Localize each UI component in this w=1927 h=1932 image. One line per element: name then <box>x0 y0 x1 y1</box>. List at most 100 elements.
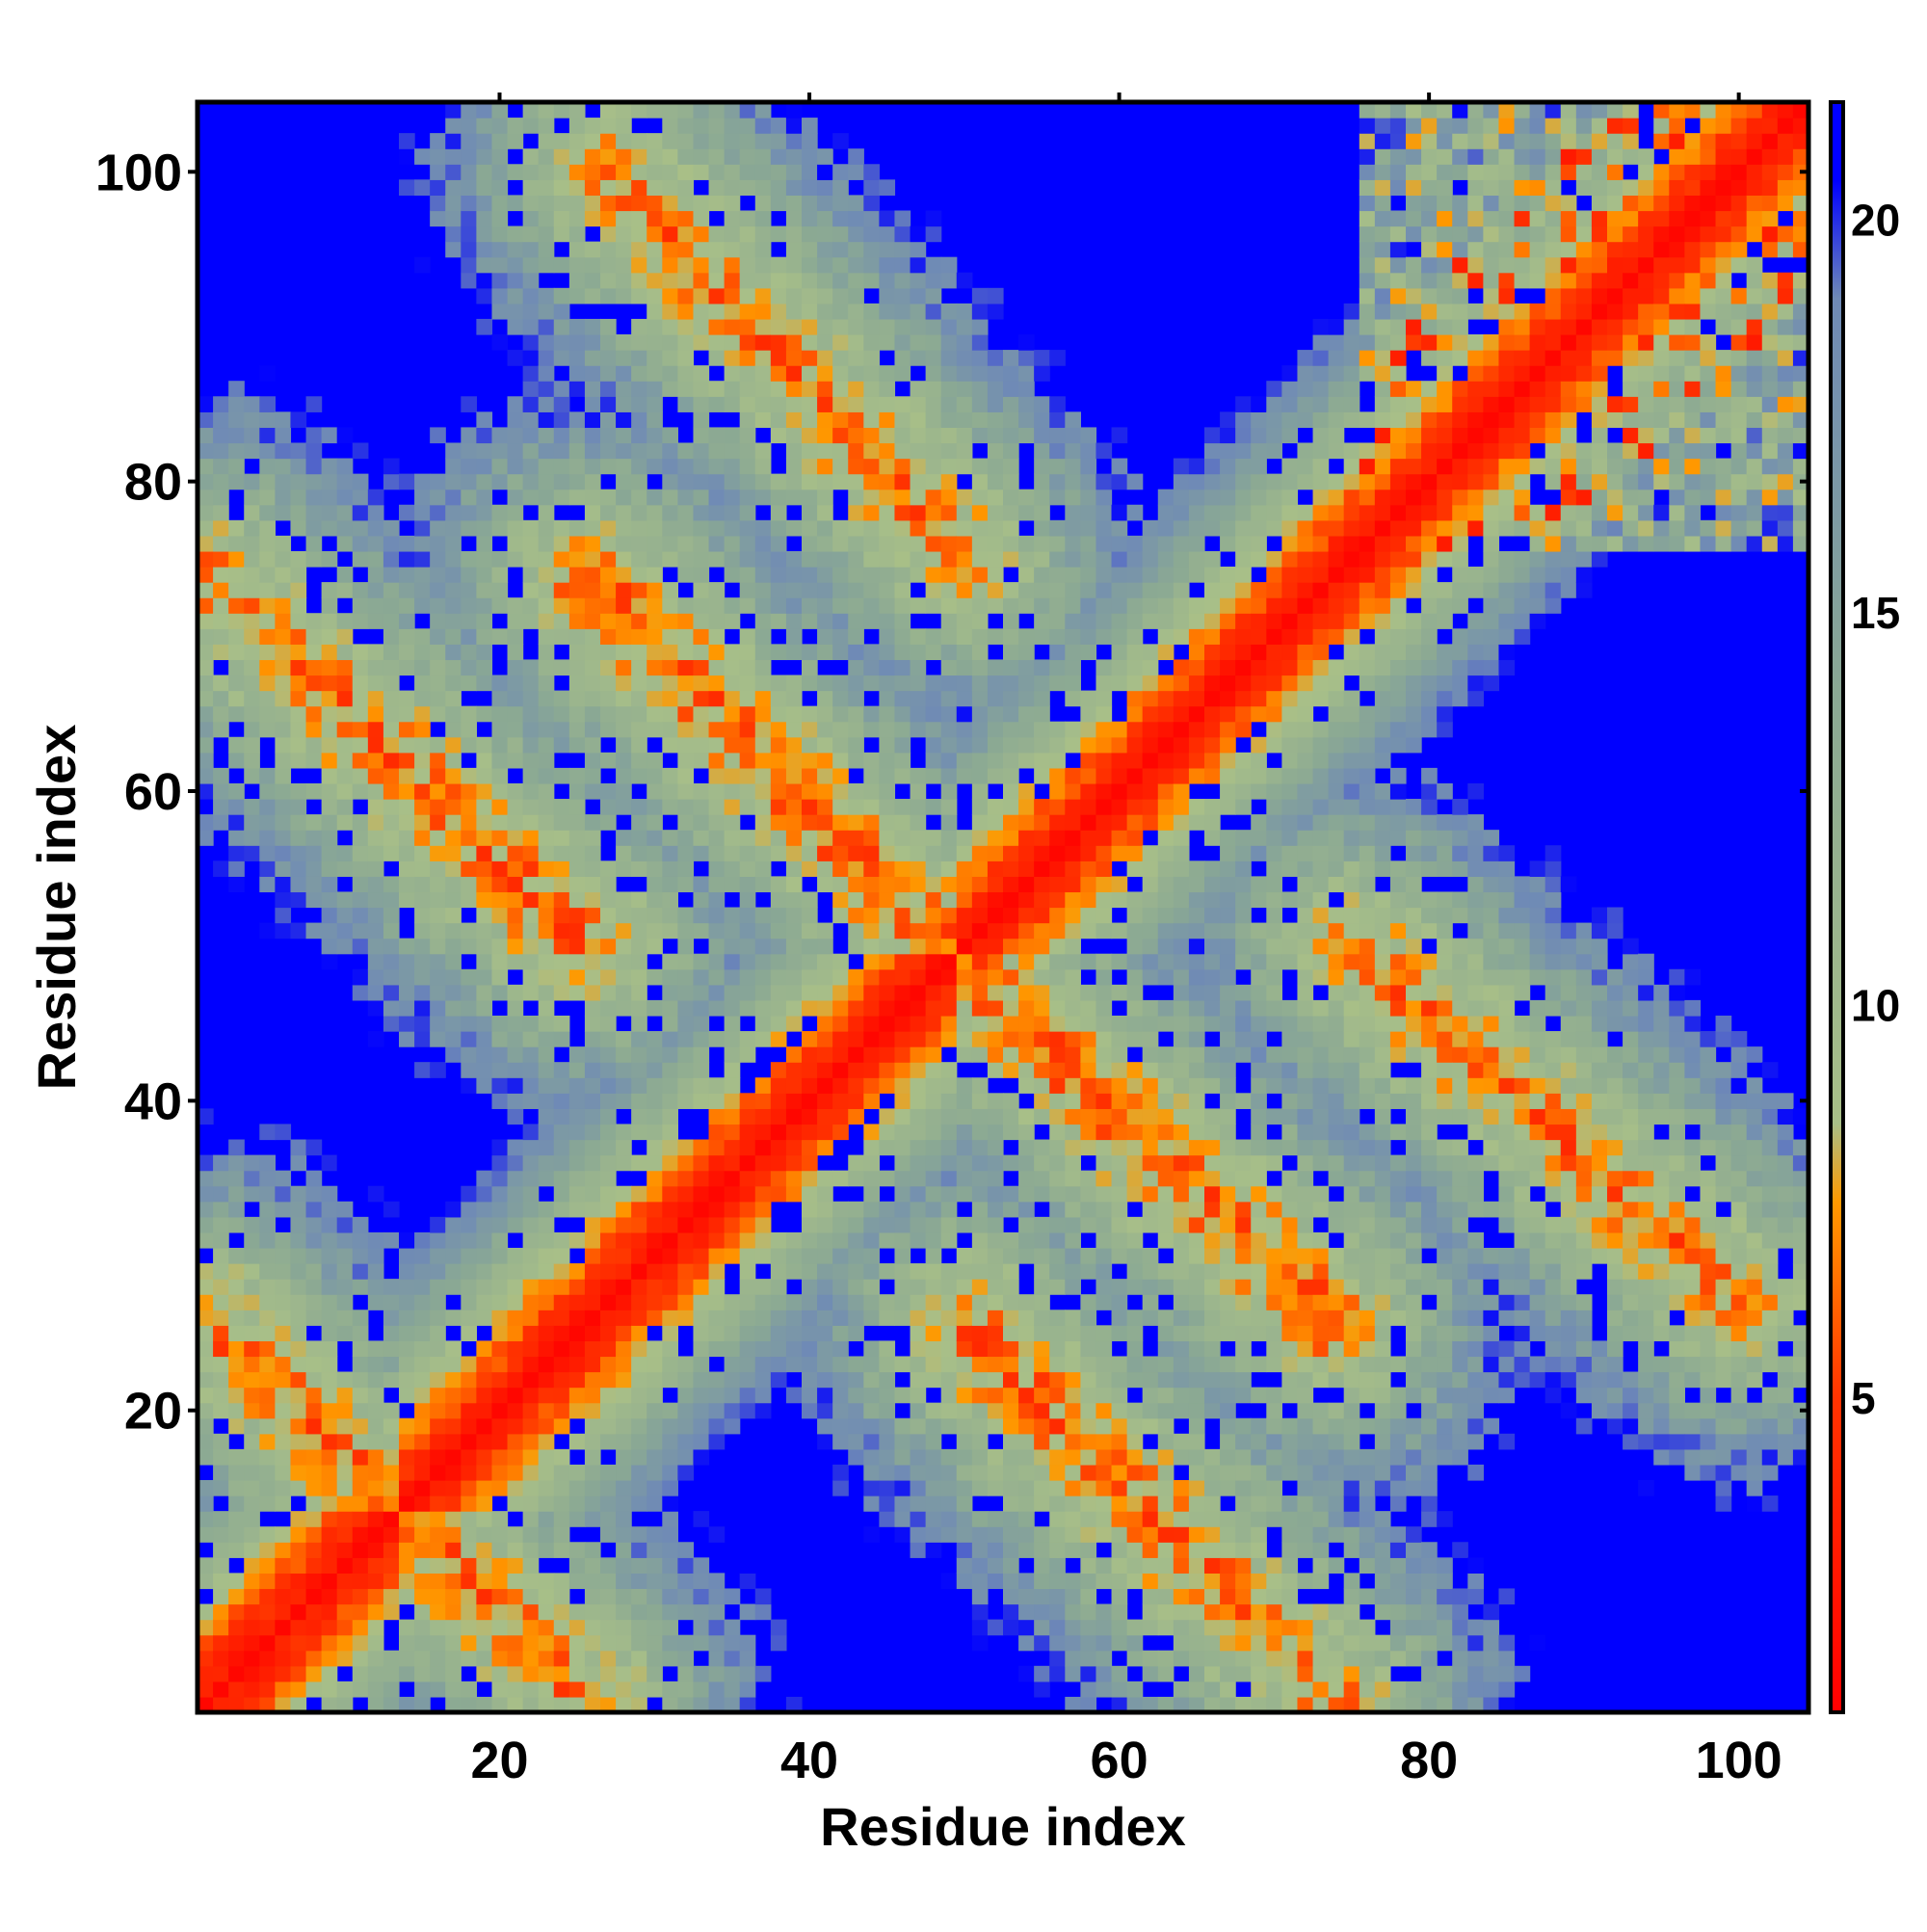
heatmap-cell <box>832 535 849 552</box>
heatmap-cell <box>383 1356 400 1373</box>
heatmap-cell <box>1049 1216 1066 1233</box>
heatmap-cell <box>1049 597 1066 614</box>
heatmap-cell <box>863 225 880 243</box>
heatmap-cell <box>198 1325 214 1341</box>
heatmap-cell <box>971 1185 989 1203</box>
heatmap-cell <box>1142 1279 1159 1295</box>
heatmap-cell <box>383 1495 400 1512</box>
heatmap-cell <box>491 164 509 180</box>
heatmap-cell <box>275 1526 292 1543</box>
heatmap-cell <box>507 1665 524 1682</box>
heatmap-cell <box>832 272 849 289</box>
heatmap-cell <box>724 1139 741 1156</box>
heatmap-cell <box>305 1356 323 1373</box>
heatmap-cell <box>925 1495 942 1512</box>
heatmap-cell <box>1018 1526 1035 1543</box>
heatmap-cell <box>879 225 896 243</box>
heatmap-cell <box>507 799 524 815</box>
heatmap-cell <box>538 938 555 955</box>
heatmap-cell <box>305 504 323 521</box>
heatmap-cell <box>491 427 509 444</box>
heatmap-cell <box>538 442 555 460</box>
heatmap-cell <box>399 814 415 831</box>
heatmap-cell <box>739 597 756 614</box>
heatmap-cell <box>693 365 710 382</box>
heatmap-cell <box>770 1263 787 1280</box>
heatmap-cell <box>445 907 462 924</box>
heatmap-cell <box>259 582 276 598</box>
heatmap-cell <box>1034 1340 1050 1358</box>
heatmap-cell <box>305 396 323 412</box>
heatmap-cell <box>553 133 570 149</box>
heatmap-cell <box>971 1387 989 1404</box>
heatmap-cell <box>631 582 647 598</box>
heatmap-cell <box>817 1201 833 1218</box>
heatmap-cell <box>1157 628 1175 645</box>
heatmap-cell <box>584 256 601 274</box>
heatmap-cell <box>491 1310 509 1326</box>
heatmap-cell <box>1018 659 1035 676</box>
heatmap-cell <box>1018 1247 1035 1264</box>
heatmap-cell <box>616 1340 632 1358</box>
heatmap-cell <box>677 799 695 815</box>
heatmap-cell <box>507 830 524 846</box>
heatmap-cell <box>1126 1402 1144 1419</box>
heatmap-cell <box>336 1681 354 1698</box>
heatmap-cell <box>445 458 462 475</box>
heatmap-cell <box>383 1696 400 1713</box>
heatmap-cell <box>461 1231 477 1249</box>
heatmap-cell <box>522 1185 540 1203</box>
heatmap-cell <box>290 876 307 893</box>
heatmap-cell <box>367 1231 384 1249</box>
heatmap-cell <box>367 535 384 552</box>
heatmap-cell <box>677 318 695 335</box>
heatmap-cell <box>259 1588 276 1605</box>
heatmap-cell <box>677 907 695 924</box>
heatmap-cell <box>925 350 942 366</box>
heatmap-cell <box>445 721 462 738</box>
heatmap-cell <box>1034 1433 1050 1450</box>
heatmap-cell <box>1003 736 1019 754</box>
heatmap-cell <box>770 799 787 815</box>
heatmap-cell <box>925 442 942 460</box>
heatmap-cell <box>507 1031 524 1047</box>
heatmap-cell <box>321 1433 338 1450</box>
heatmap-cell <box>1095 1231 1113 1249</box>
heatmap-cell <box>770 1325 787 1341</box>
heatmap-cell <box>1080 1108 1097 1125</box>
heatmap-cell <box>383 550 400 568</box>
heatmap-cell <box>290 1573 307 1590</box>
heatmap-cell <box>940 1108 958 1125</box>
heatmap-cell <box>616 334 632 351</box>
heatmap-cell <box>367 1247 384 1264</box>
heatmap-cell <box>290 519 307 537</box>
heatmap-cell <box>399 845 415 861</box>
heatmap-cell <box>693 1603 710 1621</box>
heatmap-cell <box>940 1371 958 1389</box>
heatmap-cell <box>383 705 400 723</box>
heatmap-cell <box>491 179 509 197</box>
heatmap-cell <box>522 1340 540 1358</box>
heatmap-cell <box>1080 1170 1097 1187</box>
heatmap-cell <box>662 1031 678 1047</box>
heatmap-cell <box>476 133 493 149</box>
heatmap-cell <box>1173 1371 1190 1389</box>
heatmap-cell <box>414 1573 431 1590</box>
heatmap-cell <box>568 644 586 661</box>
heatmap-cell <box>724 1588 741 1605</box>
heatmap-cell <box>600 1046 617 1063</box>
heatmap-cell <box>445 1464 462 1481</box>
heatmap-cell <box>879 1201 896 1218</box>
heatmap-cell <box>491 1588 509 1605</box>
heatmap-cell <box>445 535 462 552</box>
heatmap-cell <box>724 365 741 382</box>
heatmap-cell <box>708 999 726 1017</box>
heatmap-cell <box>305 891 323 909</box>
heatmap-cell <box>1034 1093 1050 1109</box>
heatmap-cell <box>971 736 989 754</box>
heatmap-cell <box>336 1201 354 1218</box>
heatmap-cell <box>693 721 710 738</box>
heatmap-cell <box>430 1542 446 1558</box>
heatmap-cell <box>848 350 864 366</box>
heatmap-cell <box>910 782 927 800</box>
